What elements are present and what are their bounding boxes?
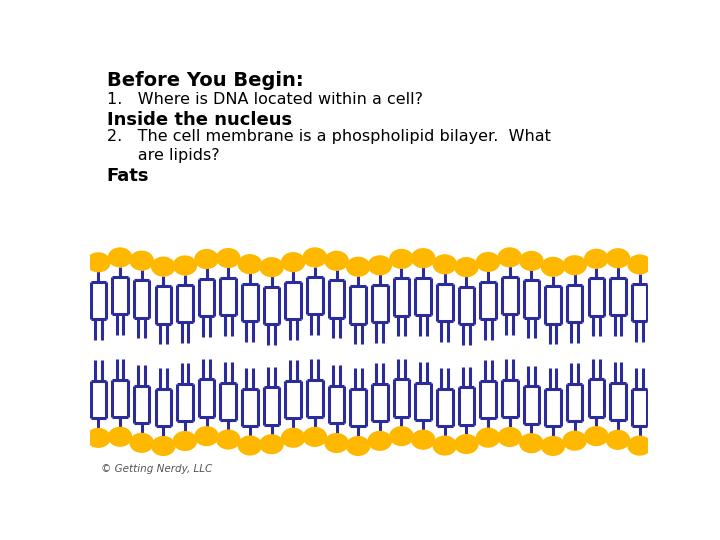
Ellipse shape <box>108 247 132 267</box>
Ellipse shape <box>259 434 284 454</box>
Ellipse shape <box>627 436 652 456</box>
Ellipse shape <box>173 431 197 451</box>
Ellipse shape <box>216 429 240 450</box>
Ellipse shape <box>238 435 262 456</box>
Ellipse shape <box>584 249 608 269</box>
Ellipse shape <box>519 251 544 271</box>
Ellipse shape <box>411 430 436 450</box>
Ellipse shape <box>541 256 565 277</box>
Ellipse shape <box>346 256 371 277</box>
Ellipse shape <box>390 426 414 446</box>
Ellipse shape <box>498 247 522 267</box>
Ellipse shape <box>324 433 348 453</box>
Ellipse shape <box>606 430 630 450</box>
Ellipse shape <box>390 249 414 269</box>
Ellipse shape <box>324 251 348 271</box>
Text: 2.   The cell membrane is a phospholipid bilayer.  What: 2. The cell membrane is a phospholipid b… <box>107 129 551 144</box>
Text: Before You Begin:: Before You Begin: <box>107 71 303 90</box>
Ellipse shape <box>346 436 371 456</box>
Ellipse shape <box>281 428 305 448</box>
Ellipse shape <box>541 436 565 456</box>
Ellipse shape <box>627 254 652 274</box>
Ellipse shape <box>367 255 392 275</box>
Ellipse shape <box>562 255 587 275</box>
Ellipse shape <box>151 256 176 276</box>
Ellipse shape <box>130 251 154 271</box>
Ellipse shape <box>476 252 500 272</box>
Ellipse shape <box>433 435 457 456</box>
Ellipse shape <box>519 433 544 453</box>
Text: are lipids?: are lipids? <box>107 148 220 163</box>
Ellipse shape <box>259 257 284 277</box>
Text: Inside the nucleus: Inside the nucleus <box>107 111 292 129</box>
Text: Fats: Fats <box>107 167 149 185</box>
Ellipse shape <box>411 248 436 268</box>
Ellipse shape <box>476 428 500 448</box>
Ellipse shape <box>86 428 111 448</box>
Ellipse shape <box>302 427 327 447</box>
Ellipse shape <box>584 426 608 446</box>
Ellipse shape <box>194 426 219 446</box>
Ellipse shape <box>173 255 197 275</box>
Ellipse shape <box>151 436 176 456</box>
Ellipse shape <box>281 252 305 272</box>
Ellipse shape <box>498 427 522 447</box>
Text: © Getting Nerdy, LLC: © Getting Nerdy, LLC <box>101 464 212 474</box>
Ellipse shape <box>454 434 479 454</box>
Ellipse shape <box>302 247 327 267</box>
Ellipse shape <box>108 427 132 447</box>
Ellipse shape <box>216 248 240 268</box>
Ellipse shape <box>433 254 457 274</box>
Ellipse shape <box>606 248 630 268</box>
Ellipse shape <box>86 252 111 272</box>
Ellipse shape <box>130 433 154 453</box>
Text: 1.   Where is DNA located within a cell?: 1. Where is DNA located within a cell? <box>107 92 423 107</box>
Ellipse shape <box>562 430 587 451</box>
Ellipse shape <box>454 257 479 277</box>
Ellipse shape <box>367 431 392 451</box>
Ellipse shape <box>194 249 219 269</box>
Ellipse shape <box>238 254 262 274</box>
